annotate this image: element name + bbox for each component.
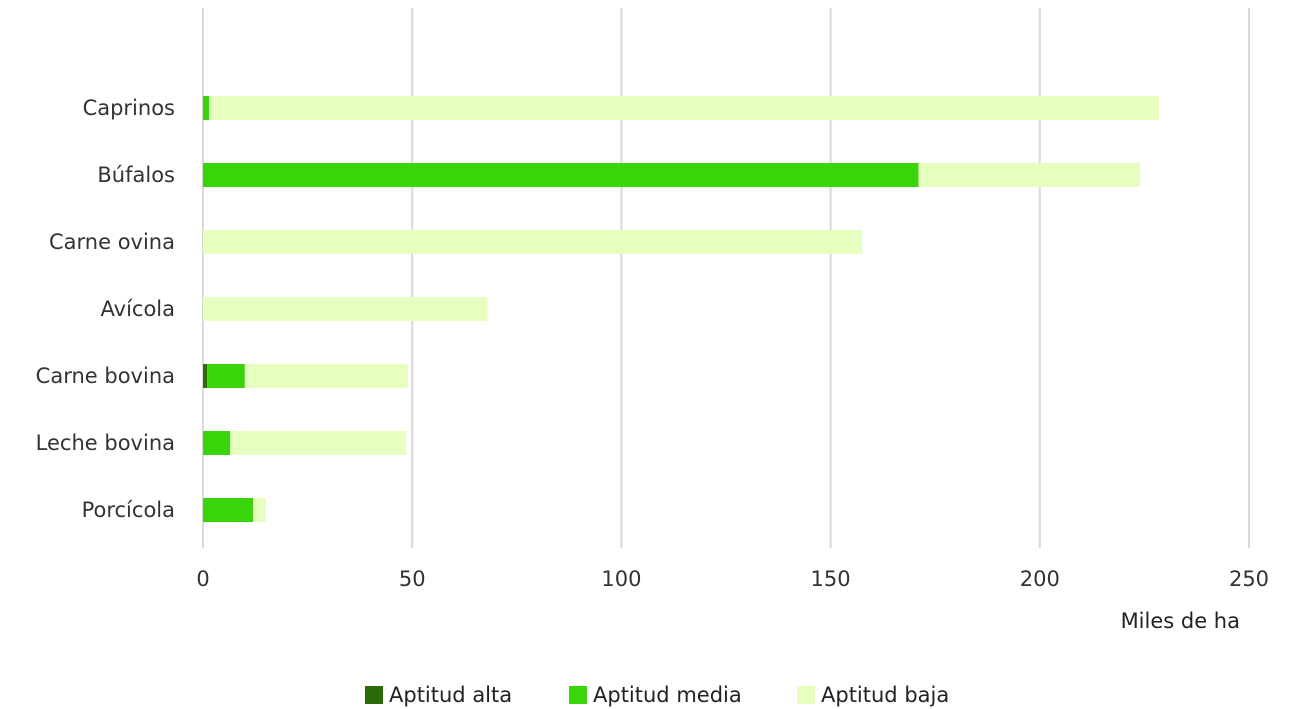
bar-segment [203,431,231,455]
gridlines [202,8,1250,548]
x-tick-labels: 0 50 100 150 200 250 [196,567,1269,591]
legend-swatch [365,686,383,704]
bar-segment [203,498,254,522]
category-label: Carne bovina [36,364,175,388]
x-tick-label: 200 [1020,567,1060,591]
category-labels: Caprinos Búfalos Carne ovina Avícola Carne b… [36,96,175,522]
legend: Aptitud alta Aptitud media Aptitud baja [365,683,949,707]
bar-segment [207,364,245,388]
x-tick-label: 150 [811,567,851,591]
bar-segment [253,498,266,522]
bar-segment [918,163,1141,187]
x-tick-label: 250 [1229,567,1269,591]
bar-segment [203,364,208,388]
bar-segment [203,297,488,321]
x-axis-title: Miles de ha [1121,609,1240,633]
bars [203,96,1160,522]
category-label: Carne ovina [49,230,175,254]
legend-label: Aptitud media [593,683,742,707]
bar-segment [203,96,210,120]
legend-label: Aptitud alta [389,683,512,707]
category-label: Búfalos [97,163,175,187]
bar-segment [203,163,919,187]
x-tick-label: 50 [399,567,426,591]
category-label: Avícola [101,297,176,321]
x-tick-label: 0 [196,567,209,591]
category-label: Porcícola [82,498,175,522]
bar-segment [203,230,862,254]
category-label: Caprinos [83,96,175,120]
bar-segment [244,364,409,388]
legend-swatch [797,686,815,704]
category-label: Leche bovina [36,431,175,455]
legend-swatch [569,686,587,704]
x-tick-label: 100 [601,567,641,591]
legend-label: Aptitud baja [821,683,949,707]
bar-segment [209,96,1160,120]
bar-segment [230,431,406,455]
